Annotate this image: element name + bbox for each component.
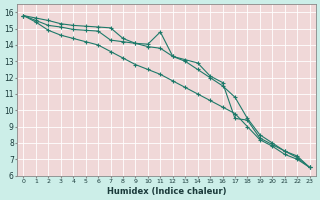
X-axis label: Humidex (Indice chaleur): Humidex (Indice chaleur) <box>107 187 226 196</box>
